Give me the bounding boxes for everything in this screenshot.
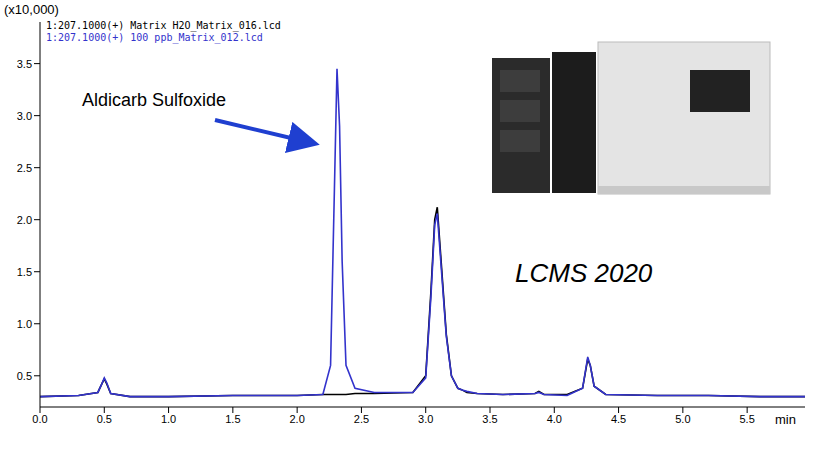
svg-text:1.0: 1.0: [161, 413, 176, 425]
svg-text:1.5: 1.5: [225, 413, 240, 425]
html-text:min: min: [775, 412, 796, 427]
svg-text:4.0: 4.0: [547, 413, 562, 425]
html-text:Aldicarb Sulfoxide: Aldicarb Sulfoxide: [82, 90, 227, 110]
svg-text:3.0: 3.0: [17, 110, 32, 122]
svg-text:5.0: 5.0: [675, 413, 690, 425]
svg-text:0.5: 0.5: [97, 413, 112, 425]
svg-text:2.5: 2.5: [354, 413, 369, 425]
svg-text:4.5: 4.5: [611, 413, 626, 425]
svg-text:0.5: 0.5: [17, 370, 32, 382]
svg-text:5.5: 5.5: [739, 413, 754, 425]
svg-text:1.0: 1.0: [17, 318, 32, 330]
html-text:1:207.1000(+) Matrix H2O_Matri: 1:207.1000(+) Matrix H2O_Matrix_016.lcd: [46, 20, 281, 31]
svg-text:2.5: 2.5: [17, 162, 32, 174]
svg-text:0.0: 0.0: [32, 413, 47, 425]
html-text:(x10,000): (x10,000): [4, 2, 59, 17]
svg-text:3.5: 3.5: [482, 413, 497, 425]
svg-text:3.5: 3.5: [17, 58, 32, 70]
svg-text:2.0: 2.0: [17, 214, 32, 226]
html-text:1:207.1000(+) 100 ppb_Matrix_0: 1:207.1000(+) 100 ppb_Matrix_012.lcd: [46, 32, 263, 43]
svg-text:1.5: 1.5: [17, 266, 32, 278]
svg-text:3.0: 3.0: [418, 413, 433, 425]
svg-text:2.0: 2.0: [289, 413, 304, 425]
html-text:LCMS 2020: LCMS 2020: [515, 258, 653, 288]
